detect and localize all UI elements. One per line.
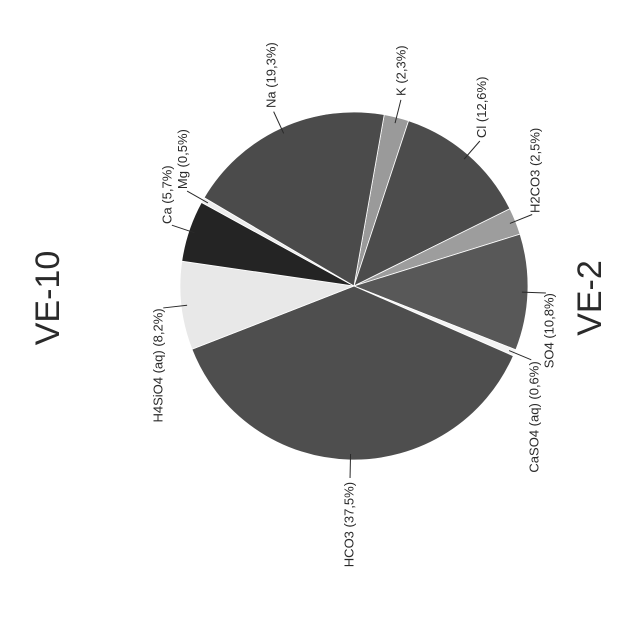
leader-line-h4sio4-aq-8-2 — [163, 304, 188, 309]
leader-line-h2co3-2-5 — [509, 214, 533, 224]
slice-label-mg-0-5: Mg (0,5%) — [175, 129, 190, 189]
leader-line-cl-12-6 — [463, 140, 481, 160]
slice-label-ca-5-7: Ca (5,7%) — [160, 165, 175, 224]
leader-line-caso4-aq-0-6 — [508, 350, 532, 361]
leader-line-na-19-3 — [273, 111, 285, 134]
slice-label-hco3-37-5: HCO3 (37,5%) — [341, 482, 356, 567]
slice-label-k-2-3: K (2,3%) — [393, 45, 408, 96]
pie-slices — [179, 111, 529, 461]
leader-line-k-2-3 — [394, 99, 402, 124]
slice-label-cl-12-6: Cl (12,6%) — [474, 77, 489, 138]
slice-label-so4-10-8: SO4 (10,8%) — [541, 293, 556, 368]
leader-line-mg-0-5 — [186, 190, 209, 204]
slice-label-na-19-3: Na (19,3%) — [263, 42, 278, 108]
leader-line-ca-5-7 — [171, 224, 195, 234]
leader-line-so4-10-8 — [521, 291, 546, 294]
slice-label-h4sio4-aq-8-2: H4SiO4 (aq) (8,2%) — [151, 308, 166, 422]
slice-label-h2co3-2-5: H2CO3 (2,5%) — [527, 128, 542, 213]
leader-lines — [163, 99, 546, 478]
slice-labels: K (2,3%) Cl (12,6%) H2CO3 (2,5%) SO4 (10,8%… — [151, 42, 557, 567]
chart-title-ve-10: VE-10 — [29, 251, 67, 346]
slice-label-caso4-aq-0-6: CaSO4 (aq) (0,6%) — [526, 361, 541, 472]
chart-title-ve-2: VE-2 — [571, 260, 609, 336]
